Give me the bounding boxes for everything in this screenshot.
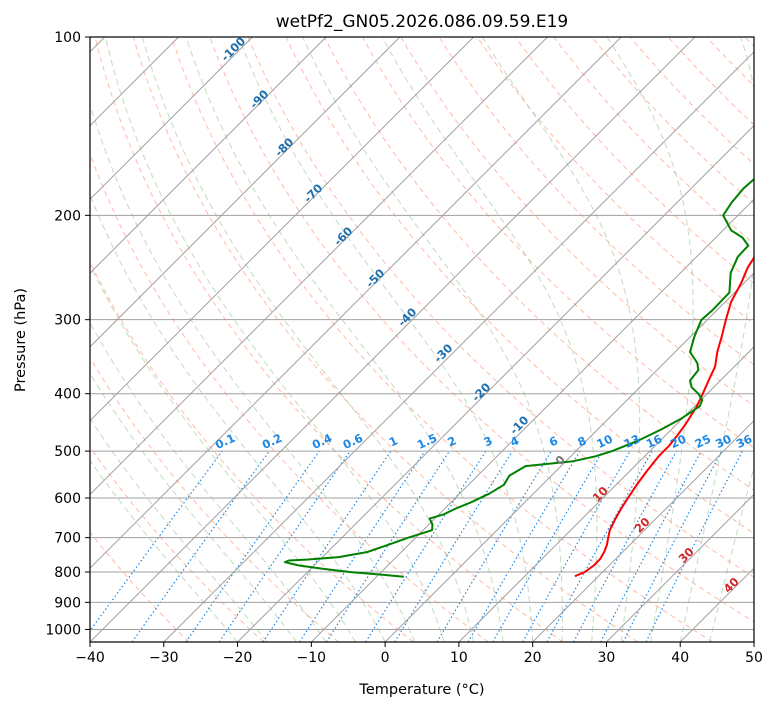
mixing-ratio-label: 0.6 (341, 431, 365, 452)
mixing-ratio-label: 0.1 (213, 431, 237, 452)
dry-adiabat-line (554, 37, 775, 642)
isotherm-label: -40 (395, 305, 420, 330)
mixing-ratio-label: 30 (713, 432, 733, 451)
mixing-ratio-label: 6 (547, 433, 560, 449)
mixing-ratio-label: 20 (668, 432, 688, 451)
moist-adiabat-line (0, 37, 326, 642)
moist-adiabat-line (710, 37, 775, 642)
x-tick-label: 30 (598, 650, 616, 666)
y-tick-label: 700 (54, 531, 81, 547)
isotherm-gridline (311, 37, 775, 642)
x-tick-label: −40 (75, 650, 105, 666)
dry-adiabat-line (707, 37, 775, 642)
y-tick-label: 1000 (45, 622, 81, 638)
x-tick-label: 20 (524, 650, 542, 666)
dry-adiabat-line (133, 37, 638, 642)
moist-adiabat-line (73, 37, 414, 642)
mixing-ratio-label: 16 (644, 432, 664, 451)
mixing-ratio-line (300, 451, 425, 642)
plot-frame (90, 37, 754, 642)
mixing-ratio-line (82, 451, 223, 642)
mixing-ratio-label: 0.2 (260, 431, 284, 452)
x-tick-label: −30 (149, 650, 179, 666)
isotherm-gridline (0, 37, 400, 642)
y-tick-label: 800 (54, 565, 81, 581)
moist-adiabat-line (0, 37, 267, 642)
y-tick-label: 200 (54, 208, 81, 224)
mixing-ratio-label: 3 (481, 433, 494, 449)
y-tick-label: 600 (54, 491, 81, 507)
y-axis-label: Pressure (hPa) (13, 288, 29, 392)
isotherm-gridline (0, 37, 252, 642)
mixing-ratio-label: 10 (594, 432, 614, 451)
isotherm-label: -70 (301, 181, 326, 206)
x-tick-label: −20 (223, 650, 253, 666)
mixing-ratio-line (574, 451, 677, 642)
isotherm-label: -30 (431, 341, 456, 366)
isotherm-label: 0 (552, 452, 568, 468)
isotherm-label: -80 (272, 135, 297, 160)
mixing-ratio-line (547, 451, 652, 642)
moist-adiabat-line (0, 37, 238, 642)
isotherm-label: 10 (590, 484, 611, 505)
dry-adiabat-line (57, 37, 488, 642)
isotherm-gridline (16, 37, 621, 642)
dry-adiabat-line (19, 37, 414, 642)
mixing-ratio-label: 36 (734, 432, 754, 451)
mixing-ratio-line (468, 451, 580, 642)
mixing-ratio-label: 2 (445, 433, 458, 449)
dry-adiabat-line (439, 37, 775, 642)
isotherm-gridline (459, 37, 775, 642)
mixing-ratio-label: 25 (693, 432, 713, 451)
y-tick-label: 400 (54, 387, 81, 403)
y-tick-label: 100 (54, 30, 81, 46)
y-tick-label: 500 (54, 444, 81, 460)
mixing-ratio-label: 1 (387, 433, 400, 449)
isotherm-label: -20 (469, 380, 494, 405)
dry-adiabat-line (745, 37, 775, 642)
moist-adiabat-line (303, 37, 563, 642)
dewpoint-profile-line (285, 37, 775, 577)
chart-title: wetPf2_GN05.2026.086.09.59.E19 (276, 12, 568, 32)
mixing-ratio-label: 1.5 (415, 431, 439, 452)
isotherm-gridline (0, 37, 547, 642)
x-tick-label: 40 (671, 650, 689, 666)
x-tick-label: −10 (297, 650, 327, 666)
isotherm-gridline (754, 37, 775, 642)
isotherm-gridline (385, 37, 775, 642)
mixing-ratio-line (326, 451, 449, 642)
moist-adiabat-line (186, 37, 503, 642)
moist-adiabat-line (105, 37, 444, 642)
mixing-ratio-label: 8 (575, 433, 588, 449)
moist-adiabat-line (382, 37, 597, 642)
x-axis-label: Temperature (°C) (358, 682, 484, 698)
mixing-ratio-line (523, 451, 630, 642)
isotherm-label: -10 (507, 413, 532, 438)
isotherm-label: 40 (721, 575, 742, 596)
dry-adiabat-line (516, 37, 775, 642)
dry-adiabat-line (0, 37, 339, 642)
dry-adiabat-line (0, 37, 264, 642)
moist-adiabat-line (21, 37, 356, 642)
isotherm-gridline (533, 37, 775, 642)
x-tick-label: 0 (381, 650, 390, 666)
isotherm-label: -60 (331, 224, 356, 249)
mixing-ratio-line (263, 451, 391, 642)
x-tick-label: 50 (745, 650, 763, 666)
isotherm-gridline (0, 37, 326, 642)
y-tick-label: 900 (54, 595, 81, 611)
moist-adiabat-line (239, 37, 533, 642)
isotherm-gridline (164, 37, 769, 642)
dry-adiabat-line (630, 37, 775, 642)
mixing-ratio-label: 0.4 (310, 431, 334, 452)
y-tick-label: 300 (54, 313, 81, 329)
isotherm-label: -90 (247, 87, 272, 112)
x-tick-label: 10 (450, 650, 468, 666)
isotherm-label: 30 (676, 545, 697, 566)
